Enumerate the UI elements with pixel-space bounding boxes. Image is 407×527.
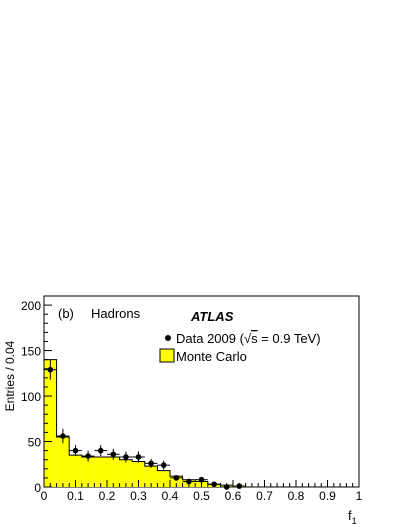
mc-bar [94,456,107,487]
x-tick-label: 0.2 [99,489,116,503]
data-points [44,359,246,490]
data-point [47,366,54,373]
mc-bar [144,466,158,487]
sqrt-symbol: √ [244,331,252,346]
x-axis-label: f1 [348,508,357,526]
mc-bar [157,470,170,487]
panel-label: (b) [58,306,74,321]
x-tick-label: 0.7 [256,489,273,503]
x-tick-label: 0 [41,489,48,503]
data-point [135,454,142,460]
experiment-label: ATLAS [190,309,234,324]
mc-bar [56,436,70,487]
legend-data-label-post: = 0.9 TeV) [258,331,321,346]
x-tick-label: 0.4 [162,489,179,503]
y-tick-label: 150 [21,345,41,359]
mc-bar [170,476,183,487]
mc-bar [132,461,145,487]
data-point [236,483,243,489]
x-axis-label-main: f [348,508,352,523]
data-point [186,478,192,485]
x-tick-label: 0.3 [130,489,147,503]
x-tick-label: 1 [356,489,363,503]
mc-bar [107,456,120,487]
data-point [110,451,117,458]
data-point [160,462,167,468]
y-tick-label: 0 [34,481,41,495]
y-tick-label: 200 [21,299,41,313]
mc-histogram [43,359,359,488]
legend-mc-label: Monte Carlo [176,349,247,364]
mc-bar [69,455,82,487]
y-tick-label: 50 [28,436,42,450]
data-point [148,460,154,467]
data-point [72,447,79,454]
mc-bar [44,359,57,487]
legend-data-label-s: s [251,331,258,346]
legend: Data 2009 (√s = 0.9 TeV) Monte Carlo [159,331,321,364]
data-point [97,447,104,454]
data-point [198,476,205,483]
data-point [173,475,180,481]
x-tick-label: 0.8 [288,489,305,503]
legend-data-label: Data 2009 (√s = 0.9 TeV) [176,331,321,346]
mc-bar [81,456,95,487]
chart-subtitle: Hadrons [91,306,141,321]
axis-ticks: 0 0.1 0.2 0.3 0.4 0.5 0.6 0.7 0.8 0.9 1 0 50 100 150 20… [21,299,363,503]
y-tick-label: 100 [21,390,41,404]
y-axis-label: Entries / 0.04 [3,340,17,411]
legend-mc-swatch [159,348,175,363]
x-axis-label-sub: 1 [352,516,357,526]
data-point [211,481,217,488]
x-tick-label: 0.6 [225,489,242,503]
legend-data-label-pre: Data 2009 ( [176,331,245,346]
data-point [223,484,230,490]
legend-data-marker [165,335,171,341]
mc-bar [119,459,133,487]
x-tick-label: 0.1 [67,489,84,503]
x-tick-label: 0.5 [193,489,210,503]
data-point [60,433,66,439]
x-tick-label: 0.9 [319,489,336,503]
data-point [85,453,91,459]
data-point [123,454,129,460]
